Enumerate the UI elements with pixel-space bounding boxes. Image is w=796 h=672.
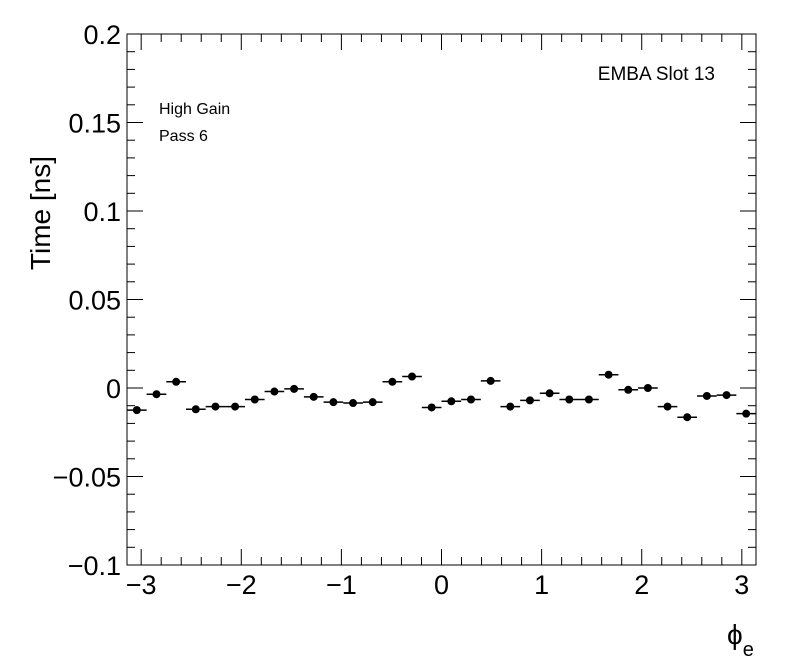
data-point (427, 403, 436, 412)
annotation-pass: Pass 6 (159, 128, 208, 145)
data-point (466, 395, 475, 404)
data-point (408, 372, 417, 381)
data-point (172, 377, 181, 386)
data-point (368, 398, 377, 407)
y-tick-labels: −0.1 −0.05 0 0.05 0.1 0.15 0.2 (53, 20, 121, 581)
data-point (191, 405, 200, 414)
y-tick-label: 0.2 (83, 20, 121, 50)
x-axis-subscript: e (743, 639, 754, 661)
data-series (127, 370, 756, 422)
annotation-gain: High Gain (159, 101, 230, 118)
y-axis-label: Time [ns] (25, 156, 56, 270)
data-point (250, 395, 259, 404)
data-point (624, 385, 633, 394)
data-point (663, 402, 672, 411)
y-tick-label: 0.1 (83, 197, 121, 227)
data-point (722, 391, 731, 400)
data-point (231, 402, 240, 411)
data-point (349, 399, 358, 408)
x-tick-label: −3 (126, 570, 157, 600)
y-tick-label: 0.05 (68, 286, 121, 316)
data-point (447, 397, 456, 406)
annotation-slot: EMBA Slot 13 (598, 64, 715, 85)
x-axis-symbol: ϕ (727, 619, 743, 650)
x-axis-label: ϕe (727, 619, 754, 661)
y-tick-label: −0.05 (53, 463, 121, 493)
x-tick-label: −1 (326, 570, 357, 600)
y-tick-label: 0 (106, 374, 121, 404)
y-tick-label: 0.15 (68, 109, 121, 139)
data-point (270, 387, 279, 396)
data-point (388, 377, 397, 386)
data-point (486, 376, 495, 385)
data-point (152, 390, 161, 399)
x-tick-label: −2 (226, 570, 257, 600)
data-point (545, 389, 554, 398)
x-tick-label: 0 (434, 570, 449, 600)
data-point (604, 370, 613, 379)
data-point (506, 402, 515, 411)
x-tick-label: 1 (534, 570, 549, 600)
x-tick-label: 2 (634, 570, 649, 600)
data-point (643, 384, 652, 392)
y-tick-label: −0.1 (68, 551, 121, 581)
data-point (309, 392, 318, 401)
data-point (702, 391, 711, 400)
data-point (683, 413, 692, 422)
data-point (525, 396, 534, 405)
data-point (565, 395, 574, 404)
x-tick-labels: −3 −2 −1 0 1 2 3 (126, 570, 750, 600)
data-point (290, 384, 299, 393)
data-point (132, 406, 141, 415)
data-point (742, 409, 751, 418)
axis-ticks (127, 33, 756, 566)
data-point (329, 398, 338, 407)
data-point (211, 402, 220, 411)
x-tick-label: 3 (734, 570, 749, 600)
data-point (584, 395, 593, 404)
